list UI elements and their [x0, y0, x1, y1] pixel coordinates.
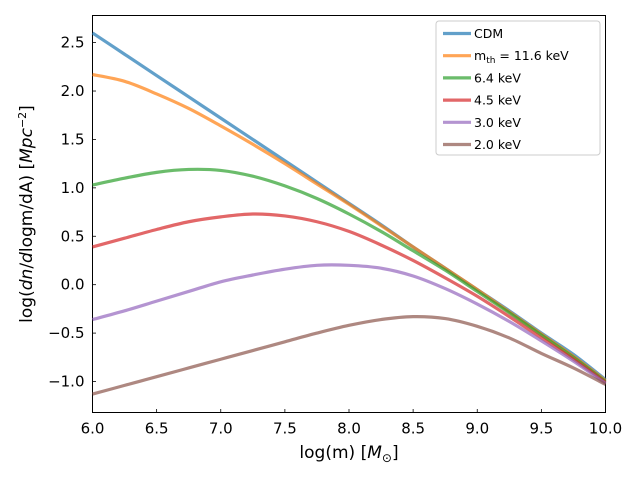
x-tick-label: 10.0	[589, 420, 622, 438]
y-axis-title: log(dn/dlogm/dA) [Mpc−2]	[16, 105, 37, 323]
x-tick-label: 6.0	[81, 420, 105, 438]
y-tick-label: 2.5	[61, 34, 85, 52]
x-tick-label: 9.5	[529, 420, 553, 438]
y-tick-label: −1.0	[48, 373, 84, 391]
x-tick-label: 7.0	[209, 420, 233, 438]
x-tick-label: 6.5	[145, 420, 169, 438]
legend-label: CDM	[474, 26, 503, 41]
legend-label: 4.5 keV	[474, 93, 521, 108]
series-layer	[91, 31, 607, 396]
series-line-5	[92, 315, 607, 396]
legend-label: mth = 11.6 keV	[474, 48, 569, 66]
legend-label: 3.0 keV	[474, 115, 521, 130]
y-tick-label: −0.5	[48, 324, 84, 342]
legend-items: CDM mth = 11.6 keV 6.4 keV 4.5 keV 3.0 keV 2.…	[443, 26, 569, 152]
series-line-4	[92, 263, 607, 385]
x-tick-label: 8.5	[401, 420, 425, 438]
y-tick-label: 1.0	[61, 179, 85, 197]
legend-label: 6.4 keV	[474, 70, 521, 85]
y-tick-label: 1.5	[61, 130, 85, 148]
y-tick-label: 0.5	[61, 227, 85, 245]
series-line-3	[92, 212, 607, 384]
y-tick-label: 0.0	[61, 276, 85, 294]
legend-label: 2.0 keV	[474, 137, 521, 152]
y-tick-label: 2.0	[61, 82, 85, 100]
x-axis-ticks: 6.0 6.5 7.0 7.5 8.0 8.5 9.0 9.5 10.0	[81, 409, 622, 438]
x-tick-label: 8.0	[337, 420, 361, 438]
x-tick-label: 7.5	[273, 420, 297, 438]
x-tick-label: 9.0	[465, 420, 489, 438]
x-axis-title: log(m) [M⊙]	[299, 443, 398, 465]
legend: CDM mth = 11.6 keV 6.4 keV 4.5 keV 3.0 keV 2.…	[435, 20, 601, 156]
legend-box	[435, 20, 601, 156]
series-line-2	[92, 167, 607, 383]
plot-area	[91, 15, 607, 413]
y-axis-ticks: 2.5 2.0 1.5 1.0 0.5 0.0 −0.5 −1.0	[48, 34, 96, 391]
